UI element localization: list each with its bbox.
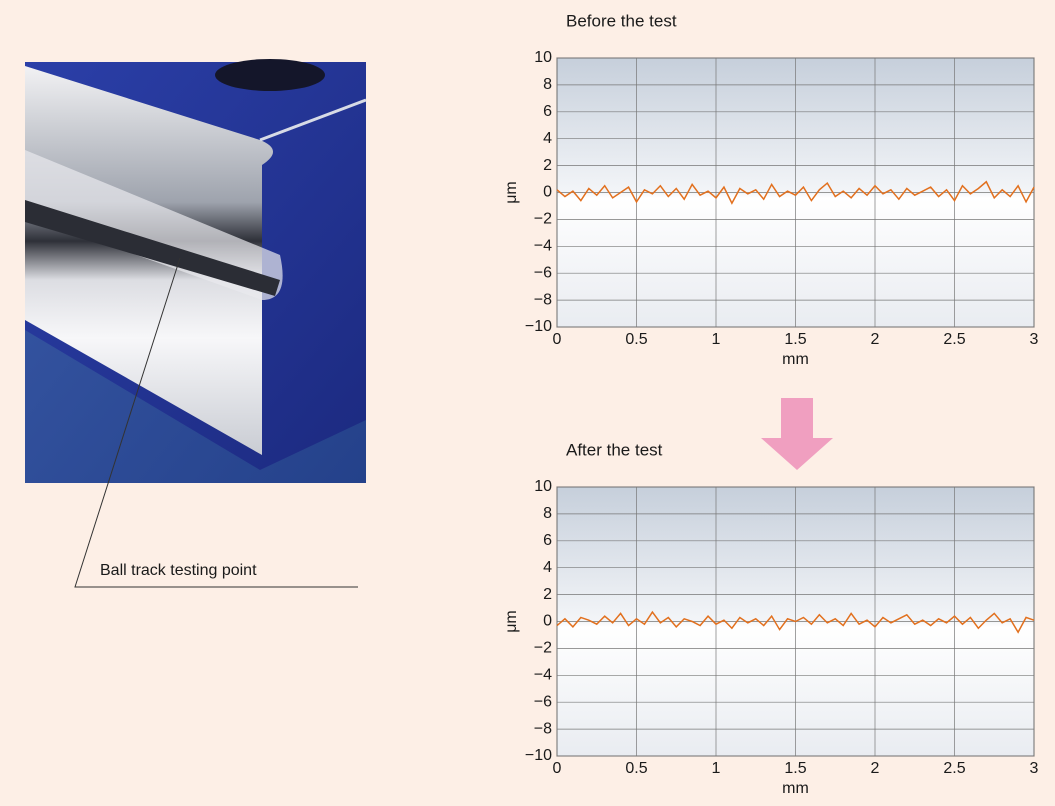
callout-label: Ball track testing point bbox=[100, 562, 257, 579]
x-tick-label: 0 bbox=[553, 760, 562, 777]
photo bbox=[25, 59, 366, 483]
chart-title: After the test bbox=[566, 440, 663, 459]
y-axis-label: μm bbox=[503, 610, 520, 633]
y-tick-label: 10 bbox=[534, 49, 552, 66]
x-tick-label: 1.5 bbox=[784, 331, 806, 348]
y-tick-label: 0 bbox=[543, 613, 552, 630]
x-tick-label: 0.5 bbox=[625, 760, 647, 777]
y-tick-label: 6 bbox=[543, 532, 552, 549]
y-axis-label: μm bbox=[503, 181, 520, 204]
y-tick-label: 2 bbox=[543, 157, 552, 174]
y-tick-label: 6 bbox=[543, 103, 552, 120]
x-tick-label: 3 bbox=[1030, 331, 1039, 348]
page: Ball track testing point Before the test… bbox=[0, 0, 1055, 806]
x-tick-label: 0.5 bbox=[625, 331, 647, 348]
y-tick-label: 8 bbox=[543, 505, 552, 522]
y-tick-label: −4 bbox=[534, 667, 552, 684]
x-tick-label: 2 bbox=[871, 760, 880, 777]
y-tick-label: −4 bbox=[534, 238, 552, 255]
x-tick-label: 1 bbox=[712, 760, 721, 777]
x-axis-label: mm bbox=[782, 780, 809, 797]
x-axis-label: mm bbox=[782, 351, 809, 368]
y-tick-label: 2 bbox=[543, 586, 552, 603]
x-tick-label: 3 bbox=[1030, 760, 1039, 777]
y-tick-label: −2 bbox=[534, 211, 552, 228]
y-tick-label: −10 bbox=[525, 747, 552, 764]
y-tick-label: −6 bbox=[534, 693, 552, 710]
y-tick-label: 0 bbox=[543, 184, 552, 201]
y-tick-label: −2 bbox=[534, 640, 552, 657]
x-tick-label: 0 bbox=[553, 331, 562, 348]
y-tick-label: 8 bbox=[543, 76, 552, 93]
y-tick-label: −10 bbox=[525, 318, 552, 335]
y-tick-label: −8 bbox=[534, 291, 552, 308]
y-tick-label: 4 bbox=[543, 559, 552, 576]
x-tick-label: 2 bbox=[871, 331, 880, 348]
y-tick-label: 4 bbox=[543, 130, 552, 147]
y-tick-label: −8 bbox=[534, 720, 552, 737]
arrow bbox=[761, 398, 833, 470]
x-tick-label: 1.5 bbox=[784, 760, 806, 777]
chart-title: Before the test bbox=[566, 11, 677, 30]
x-tick-label: 2.5 bbox=[943, 760, 965, 777]
y-tick-label: 10 bbox=[534, 478, 552, 495]
x-tick-label: 2.5 bbox=[943, 331, 965, 348]
y-tick-label: −6 bbox=[534, 264, 552, 281]
x-tick-label: 1 bbox=[712, 331, 721, 348]
